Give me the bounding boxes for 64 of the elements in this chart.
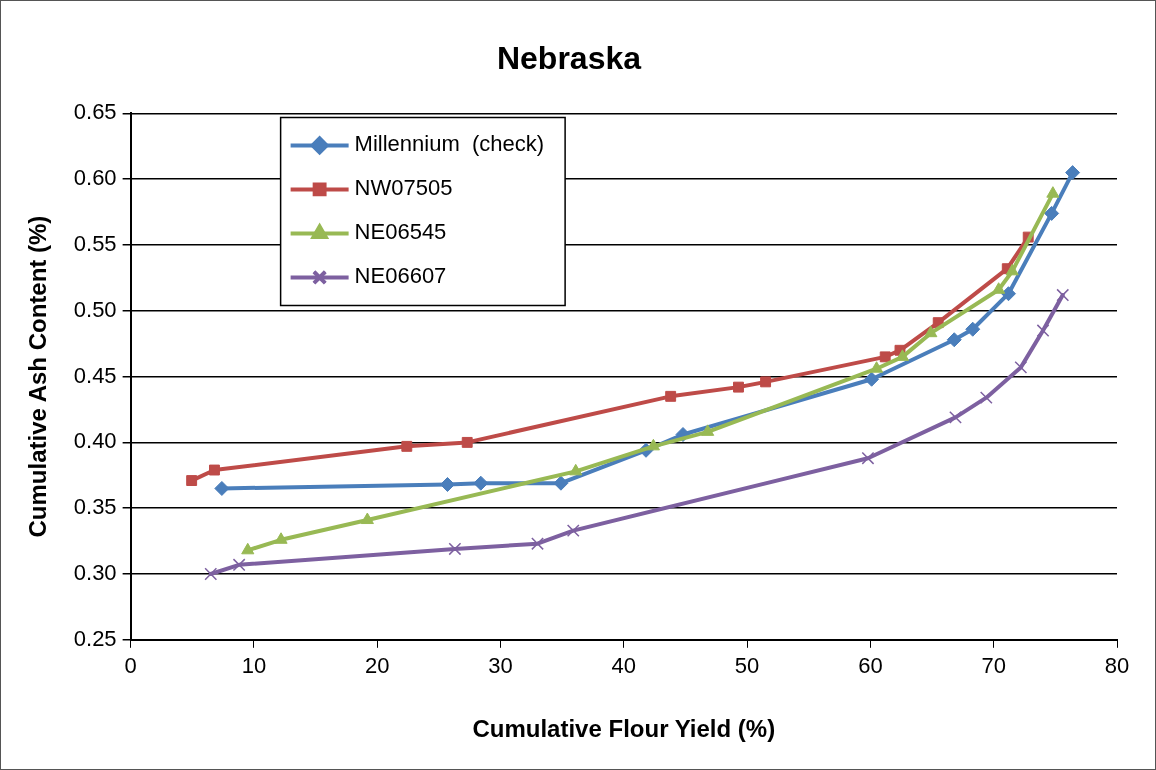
point <box>946 332 962 348</box>
y-tick-label: 0.40 <box>73 428 117 454</box>
point <box>569 463 583 476</box>
point <box>879 351 891 363</box>
y-tick-label: 0.30 <box>73 560 117 586</box>
point <box>1014 360 1028 374</box>
y-tick-label: 0.65 <box>73 99 117 125</box>
point <box>1036 324 1050 337</box>
y-tick-label: 0.60 <box>73 165 117 191</box>
point <box>401 440 413 452</box>
point <box>992 282 1006 294</box>
x-axis-title: Cumulative Flour Yield (%) <box>472 715 776 743</box>
point <box>566 524 580 537</box>
y-tick-label: 0.45 <box>73 362 117 388</box>
point <box>861 451 875 465</box>
x-tick-label: 0 <box>124 653 137 679</box>
point <box>1046 186 1060 198</box>
legend-label: NE06545 <box>354 219 447 245</box>
x-tick-label: 70 <box>981 653 1006 679</box>
x-tick-label: 20 <box>364 653 390 679</box>
point <box>448 542 462 556</box>
point <box>1056 288 1070 302</box>
x-tick-label: 30 <box>488 653 513 679</box>
point <box>665 390 677 402</box>
point <box>274 532 288 544</box>
legend-label: Millennium (check) <box>354 131 545 157</box>
point <box>1065 165 1081 181</box>
point <box>241 542 255 555</box>
point <box>204 567 218 581</box>
point <box>186 475 198 487</box>
point <box>232 558 246 572</box>
point <box>965 321 981 337</box>
point <box>979 391 993 405</box>
y-tick-label: 0.25 <box>73 625 117 651</box>
point <box>646 438 660 451</box>
point <box>473 475 489 491</box>
x-tick-label: 80 <box>1104 653 1130 679</box>
point <box>209 464 220 476</box>
point <box>760 376 772 388</box>
point <box>924 325 938 338</box>
x-tick-label: 50 <box>734 653 760 679</box>
y-tick-label: 0.35 <box>73 494 117 520</box>
point <box>1001 286 1016 302</box>
point <box>531 537 544 551</box>
point <box>949 410 962 424</box>
point <box>553 475 569 491</box>
point <box>701 424 715 436</box>
chart-title: Nebraska <box>496 40 642 77</box>
legend-label: NW07505 <box>354 175 453 201</box>
y-tick-label: 0.50 <box>73 296 117 322</box>
x-tick-label: 60 <box>858 653 883 679</box>
x-tick-label: 40 <box>611 653 637 679</box>
point <box>733 381 744 393</box>
point <box>360 512 374 525</box>
legend-label: NE06607 <box>354 263 447 289</box>
point <box>1044 205 1060 221</box>
y-axis-title: Cumulative Ash Content (%) <box>24 215 52 538</box>
x-tick-label: 10 <box>241 653 267 679</box>
point <box>214 480 230 496</box>
point <box>461 436 473 448</box>
point <box>870 361 884 373</box>
point <box>864 371 880 387</box>
y-tick-label: 0.55 <box>73 231 117 257</box>
point <box>1005 263 1019 276</box>
